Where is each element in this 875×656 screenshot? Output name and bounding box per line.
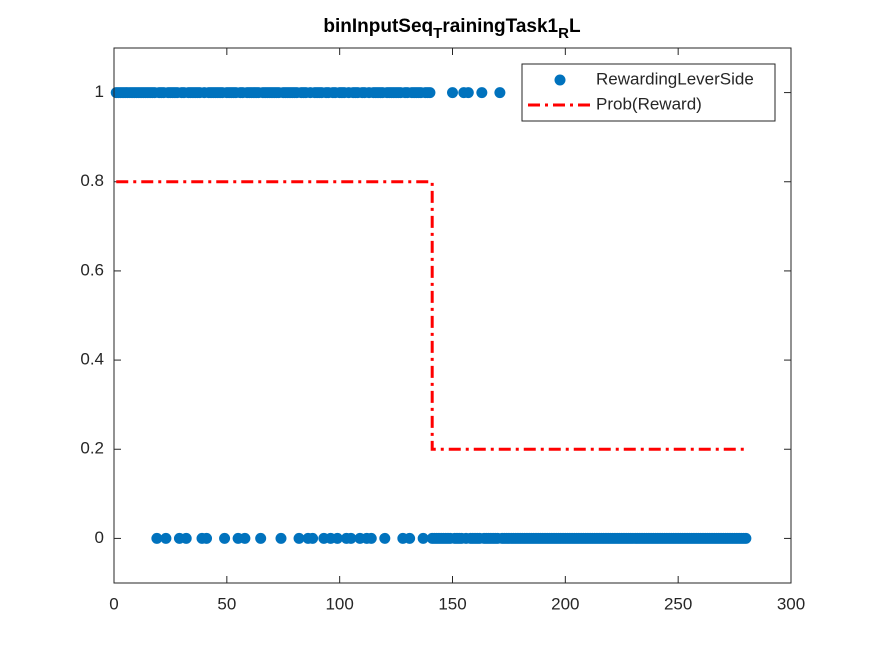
title-part: binInputSeq — [323, 16, 433, 37]
scatter-point — [255, 532, 267, 544]
scatter-point — [180, 532, 192, 544]
scatter-point — [151, 532, 163, 544]
scatter-point — [293, 532, 305, 544]
x-tick-label: 50 — [217, 594, 236, 613]
title-sub: R — [558, 25, 569, 42]
title-sub: T — [433, 25, 442, 42]
x-tick-label: 100 — [325, 594, 353, 613]
x-tick-label: 200 — [551, 594, 579, 613]
title-part: L — [569, 16, 581, 37]
y-tick-label: 0.6 — [80, 260, 104, 279]
scatter-point — [219, 532, 231, 544]
scatter-point — [275, 532, 287, 544]
scatter-point — [494, 87, 506, 99]
legend-label: Prob(Reward) — [596, 94, 702, 113]
scatter-point — [447, 87, 458, 99]
x-tick-label: 150 — [438, 594, 466, 613]
scatter-point — [160, 532, 172, 544]
y-tick-label: 0.2 — [80, 439, 104, 458]
scatter-point — [331, 532, 343, 544]
scatter-point — [345, 532, 357, 544]
scatter-point — [476, 87, 488, 99]
y-tick-label: 0 — [95, 528, 104, 547]
legend-box — [521, 63, 776, 122]
scatter-point — [239, 532, 251, 544]
scatter-point — [201, 532, 213, 544]
axes-box — [113, 47, 792, 584]
scatter-point — [462, 87, 474, 99]
scatter-point — [365, 532, 377, 544]
title-part: rainingTask1 — [442, 16, 558, 37]
y-tick-label: 1 — [95, 82, 104, 101]
scatter-point — [379, 532, 391, 544]
scatter-point — [307, 532, 319, 544]
y-tick-label: 0.4 — [80, 350, 104, 369]
line — [116, 180, 746, 451]
scatter-point — [404, 532, 416, 544]
legend-marker — [554, 74, 566, 86]
x-tick-label: 250 — [664, 594, 692, 613]
chart-title: binInputSeqTrainingTask1RL — [323, 16, 581, 42]
x-tick-label: 0 — [109, 594, 118, 613]
legend-label: RewardingLeverSide — [596, 69, 754, 88]
scatter-point — [740, 532, 752, 544]
scatter-point — [424, 87, 436, 99]
x-tick-label: 300 — [777, 594, 805, 613]
y-tick-label: 0.8 — [80, 171, 104, 190]
scatter-point — [417, 532, 429, 544]
